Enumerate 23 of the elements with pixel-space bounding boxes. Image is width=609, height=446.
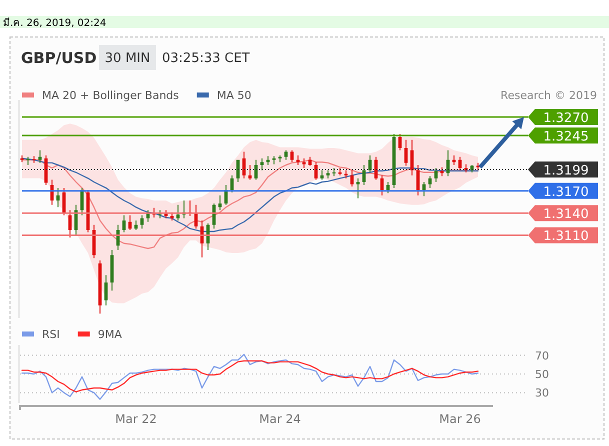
text: 03:25:33 CET: [162, 51, 250, 66]
x-tick-label: Mar 22: [115, 412, 157, 426]
chart-subtitle: 30 MIN: [104, 51, 150, 66]
legend-label: RSI: [42, 328, 60, 341]
y-tick-label: 1.3270: [543, 110, 589, 126]
x-tick-label: Mar 24: [259, 412, 301, 426]
line-series: [21, 360, 479, 392]
y-tick-label: 1.3245: [543, 129, 589, 144]
y-tick-label: 1.3140: [543, 207, 589, 222]
text: มี.ค. 26, 2019, 02:24: [3, 17, 106, 29]
y-tick-label: 1.3110: [543, 229, 589, 244]
legend-label: MA 20 + Bollinger Bands: [42, 89, 180, 102]
legend-label: MA 50: [216, 89, 252, 102]
y-tick-label: 70: [535, 349, 549, 362]
x-tick-label: Mar 26: [439, 412, 481, 426]
y-tick-label: 50: [535, 368, 549, 381]
chart-title: GBP/USD: [21, 49, 97, 67]
legend-label: 9MA: [98, 328, 122, 341]
line-series: [21, 354, 479, 400]
y-tick-label: 1.3170: [543, 184, 589, 200]
y-tick-label: 1.3199: [543, 163, 589, 178]
y-tick-label: 30: [535, 386, 549, 400]
text: Research © 2019: [500, 89, 597, 102]
